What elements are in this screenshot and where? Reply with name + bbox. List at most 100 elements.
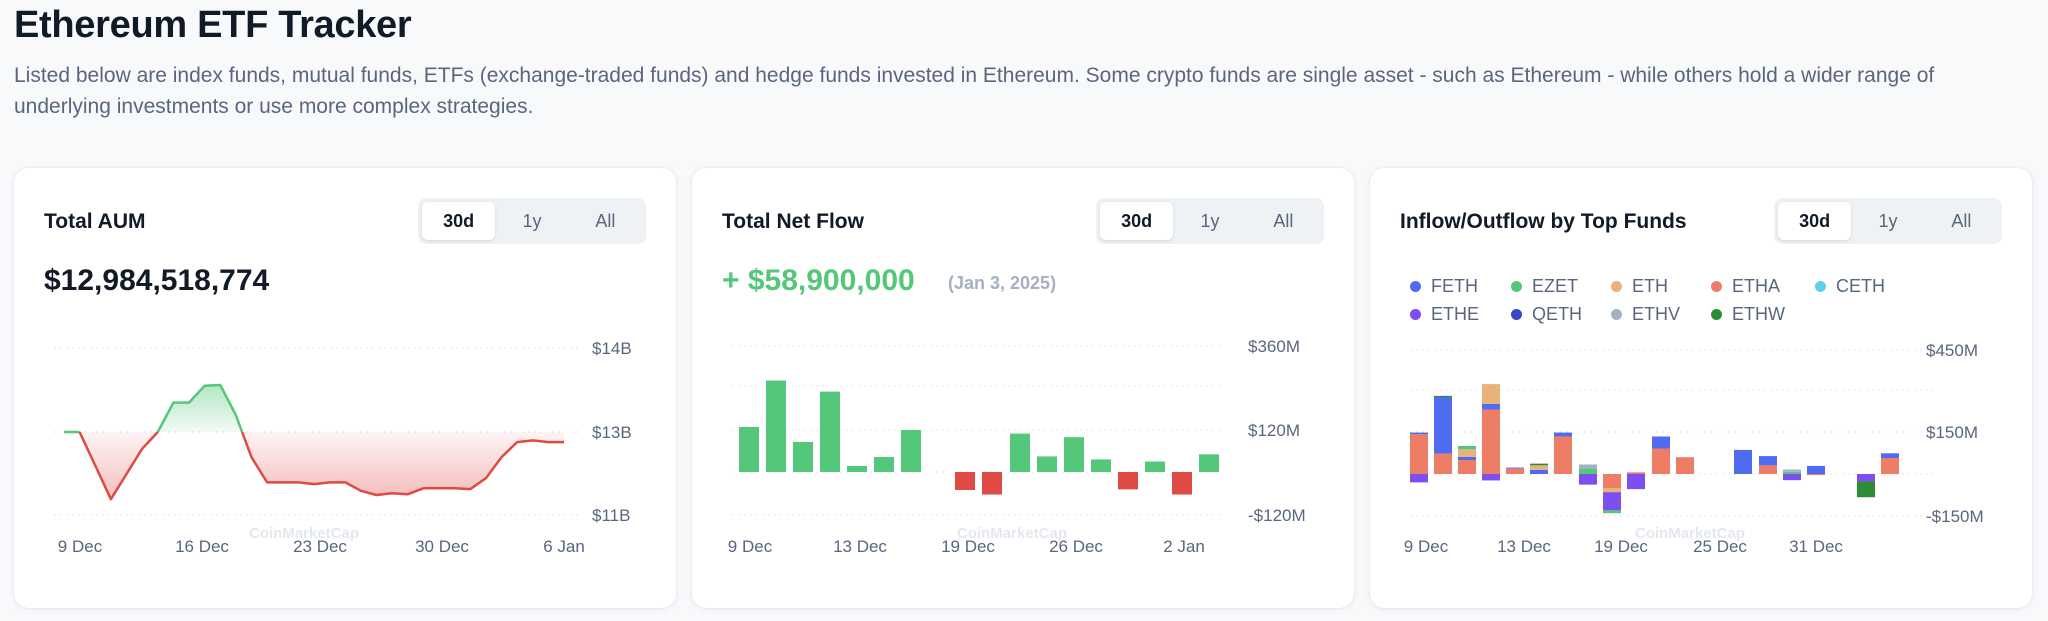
fund-bar-etha <box>1652 448 1670 474</box>
legend-item-ethe[interactable]: ETHE <box>1410 304 1479 325</box>
x-tick-label: 2 Jan <box>1163 537 1205 556</box>
range-all-button[interactable]: All <box>595 210 616 231</box>
y-tick-label: $11B <box>592 506 630 525</box>
range-30d-button[interactable]: 30d <box>1100 202 1174 240</box>
x-tick-label: 16 Dec <box>175 537 229 556</box>
watermark: CoinMarketCap <box>249 525 359 542</box>
legend-label: ETHE <box>1431 304 1480 324</box>
legend-item-etha[interactable]: ETHA <box>1711 276 1780 297</box>
area-above-baseline <box>157 385 243 432</box>
fund-bar-ethe <box>1482 474 1500 481</box>
net-flow-bar <box>766 380 786 472</box>
page-description: Listed below are index funds, mutual fun… <box>14 64 1935 118</box>
fund-bar-feth <box>1807 465 1825 474</box>
y-tick-label: -$150M <box>1926 507 1984 526</box>
line-above-baseline <box>156 383 244 433</box>
legend-dot <box>1711 281 1722 292</box>
x-tick-label: 13 Dec <box>833 537 887 556</box>
fund-bar-etha <box>1603 474 1621 488</box>
net-flow-bar <box>1037 456 1057 472</box>
legend-item-ezet[interactable]: EZET <box>1511 276 1578 297</box>
net-flow-bar <box>1199 454 1219 472</box>
fund-bar-feth <box>1458 456 1476 460</box>
net-flow-bar-chart: CoinMarketCap $360M $120M -$120M 9 Dec 13 Dec… <box>728 337 1306 556</box>
fund-bar-eth <box>1530 465 1548 470</box>
fund-bar-ethw <box>1530 463 1548 466</box>
net-flow-bar <box>901 430 921 472</box>
fund-bar-ethe <box>1783 474 1801 481</box>
net-flow-bar <box>982 472 1002 495</box>
fund-bar-ethv <box>1783 469 1801 472</box>
fund-bar-feth <box>1506 467 1524 469</box>
fund-bar-etha <box>1410 434 1428 474</box>
fund-bar-eth <box>1482 384 1500 404</box>
y-tick-label: $14B <box>592 339 632 358</box>
x-tick-label: 9 Dec <box>1404 537 1449 556</box>
net-flow-bar <box>1091 459 1111 472</box>
legend-dot <box>1511 281 1522 292</box>
total-aum-card: Total AUM 30d 1y All $12,984,518,774 Coi… <box>14 168 676 608</box>
x-tick-label: 19 Dec <box>941 537 995 556</box>
legend-item-ethv[interactable]: ETHV <box>1611 304 1680 325</box>
y-tick-label: $150M <box>1926 423 1978 442</box>
fund-bar-etha <box>1676 457 1694 474</box>
aum-value: $12,984,518,774 <box>44 264 270 297</box>
aum-area-chart: CoinMarketCap $14B $13B $11B 9 Dec 16 Dec 23 D… <box>54 339 632 556</box>
x-tick-label: 25 Dec <box>1693 537 1747 556</box>
range-1y-button[interactable]: 1y <box>1878 210 1898 231</box>
range-all-button[interactable]: All <box>1951 210 1972 231</box>
fund-bar-feth <box>1554 432 1572 437</box>
fund-bar-ethe <box>1579 474 1597 485</box>
fund-bar-eth <box>1458 449 1476 457</box>
legend-dot <box>1815 281 1826 292</box>
fund-bar-ethe <box>1857 474 1875 482</box>
range-30d-button[interactable]: 30d <box>422 202 496 240</box>
x-tick-label: 31 Dec <box>1789 537 1843 556</box>
x-tick-label: 23 Dec <box>293 537 347 556</box>
range-30d-button[interactable]: 30d <box>1778 202 1852 240</box>
legend-dot <box>1410 281 1421 292</box>
net-flow-bar <box>820 391 840 472</box>
y-tick-label: $360M <box>1248 337 1300 356</box>
fund-bar-ethv <box>1579 464 1597 469</box>
fund-bar-etha <box>1434 453 1452 474</box>
legend-dot <box>1711 309 1722 320</box>
legend-item-ceth[interactable]: CETH <box>1815 276 1885 297</box>
y-tick-label: $13B <box>592 423 632 442</box>
range-1y-button[interactable]: 1y <box>1200 210 1220 231</box>
card-title: Total Net Flow <box>722 210 864 233</box>
net-flow-bar <box>1064 437 1084 472</box>
range-all-button[interactable]: All <box>1273 210 1294 231</box>
fund-bar-feth <box>1410 432 1428 435</box>
net-flow-bar <box>1118 472 1138 490</box>
y-tick-label: -$120M <box>1248 506 1306 525</box>
fund-bar-ezet <box>1783 471 1801 474</box>
range-selector: 30d 1y All <box>418 198 646 244</box>
net-flow-date: (Jan 3, 2025) <box>948 273 1057 293</box>
fund-bar-feth <box>1482 404 1500 410</box>
x-tick-label: 9 Dec <box>728 537 773 556</box>
fund-bar-feth <box>1434 397 1452 454</box>
legend-dot <box>1511 309 1522 320</box>
range-1y-button[interactable]: 1y <box>522 210 542 231</box>
legend-item-qeth[interactable]: QETH <box>1511 304 1582 325</box>
line-below-baseline <box>240 431 564 497</box>
watermark: CoinMarketCap <box>957 525 1067 542</box>
legend-dot <box>1611 281 1622 292</box>
fund-bar-feth <box>1881 453 1899 459</box>
fund-bar-etha <box>1881 458 1899 474</box>
net-flow-bar <box>739 427 759 472</box>
legend-label: CETH <box>1836 276 1885 296</box>
net-flow-bar <box>793 442 813 472</box>
legend-label: QETH <box>1532 304 1583 324</box>
legend-dot <box>1410 309 1421 320</box>
x-tick-label: 26 Dec <box>1049 537 1103 556</box>
legend-item-eth[interactable]: ETH <box>1611 276 1668 297</box>
fund-bar-ethe <box>1627 474 1645 490</box>
fund-bar-etha <box>1554 436 1572 474</box>
net-flow-value: + $58,900,000 <box>722 264 915 297</box>
legend-item-ethw[interactable]: ETHW <box>1711 304 1785 325</box>
legend-item-feth[interactable]: FETH <box>1410 276 1478 297</box>
fund-bar-ethw <box>1857 481 1875 498</box>
range-selector: 30d 1y All <box>1774 198 2002 244</box>
